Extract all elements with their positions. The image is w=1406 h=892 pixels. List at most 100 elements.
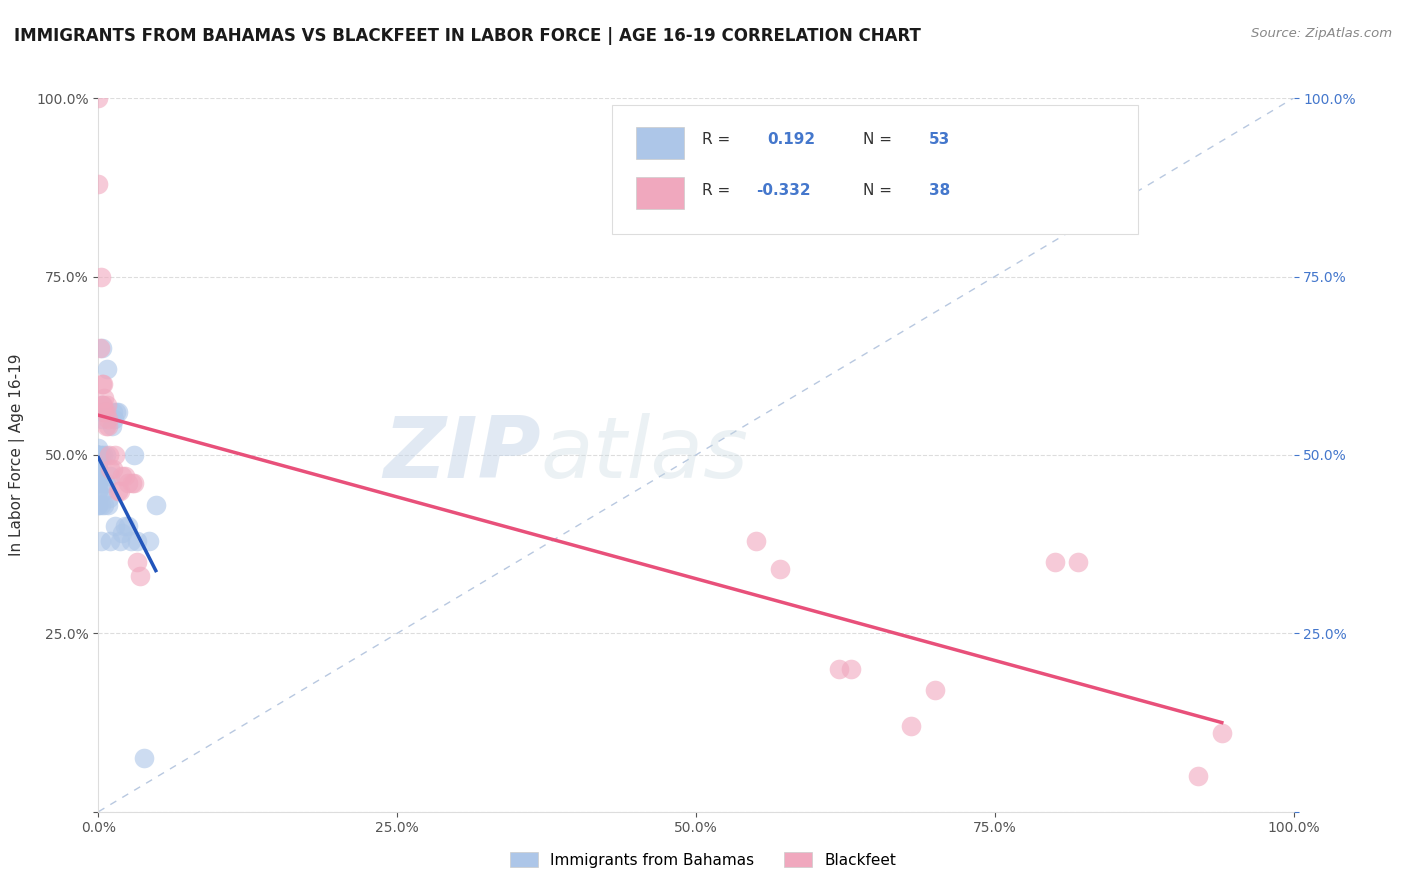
Point	[94, 448, 117, 462]
Point	[90, 448, 112, 462]
Point	[924, 683, 946, 698]
Point	[117, 476, 139, 491]
FancyBboxPatch shape	[637, 127, 685, 159]
Point	[87, 483, 110, 498]
Point	[90, 533, 112, 548]
Point	[87, 469, 110, 483]
Point	[98, 533, 122, 548]
Point	[87, 498, 110, 512]
Y-axis label: In Labor Force | Age 16-19: In Labor Force | Age 16-19	[8, 353, 25, 557]
Point	[1043, 555, 1066, 569]
Text: 38: 38	[929, 184, 950, 198]
Point	[87, 498, 110, 512]
Point	[98, 491, 121, 505]
Point	[828, 662, 851, 676]
Text: Source: ZipAtlas.com: Source: ZipAtlas.com	[1251, 27, 1392, 40]
Point	[107, 483, 129, 498]
Text: N =: N =	[863, 132, 897, 147]
Point	[87, 469, 110, 483]
Point	[87, 469, 110, 483]
Point	[132, 751, 155, 765]
Point	[94, 476, 117, 491]
Point	[98, 469, 122, 483]
Point	[111, 526, 134, 541]
Point	[87, 483, 110, 498]
Point	[1187, 769, 1209, 783]
Point	[97, 498, 120, 512]
Point	[93, 483, 115, 498]
Point	[1211, 726, 1233, 740]
Point	[101, 405, 124, 419]
Point	[900, 719, 922, 733]
Point	[101, 462, 124, 476]
Point	[87, 455, 110, 469]
Point	[87, 448, 110, 462]
Point	[87, 448, 110, 462]
Point	[111, 469, 134, 483]
Text: R =: R =	[702, 132, 735, 147]
Point	[91, 448, 114, 462]
Point	[87, 476, 110, 491]
FancyBboxPatch shape	[613, 105, 1139, 234]
Point	[87, 177, 110, 191]
Point	[90, 269, 112, 284]
Point	[91, 405, 114, 419]
Point	[94, 405, 117, 419]
Point	[117, 519, 139, 533]
Text: atlas: atlas	[540, 413, 748, 497]
Point	[87, 441, 110, 455]
Point	[114, 519, 136, 533]
Point	[841, 662, 863, 676]
Point	[91, 398, 114, 412]
Point	[129, 569, 152, 583]
Point	[121, 476, 143, 491]
Point	[125, 533, 148, 548]
Point	[96, 398, 118, 412]
Point	[107, 405, 129, 419]
Legend: Immigrants from Bahamas, Blackfeet: Immigrants from Bahamas, Blackfeet	[502, 844, 904, 875]
Point	[98, 448, 121, 462]
Point	[89, 341, 111, 355]
Point	[87, 476, 110, 491]
Point	[87, 448, 110, 462]
Point	[108, 483, 131, 498]
Point	[91, 398, 114, 412]
Point	[97, 412, 120, 426]
Point	[90, 498, 112, 512]
Point	[104, 519, 127, 533]
Point	[87, 448, 110, 462]
Point	[96, 362, 118, 376]
Point	[745, 533, 768, 548]
Point	[138, 533, 160, 548]
Point	[124, 448, 146, 462]
Point	[87, 462, 110, 476]
Point	[93, 391, 115, 405]
Point	[104, 448, 127, 462]
Point	[87, 91, 110, 105]
Point	[93, 405, 115, 419]
Point	[98, 462, 122, 476]
Point	[100, 419, 122, 434]
Point	[91, 412, 114, 426]
Point	[87, 448, 110, 462]
Point	[103, 412, 125, 426]
Point	[97, 419, 120, 434]
Point	[125, 555, 148, 569]
Text: N =: N =	[863, 184, 897, 198]
Point	[91, 398, 114, 412]
Point	[124, 476, 146, 491]
Point	[87, 455, 110, 469]
Point	[91, 341, 114, 355]
Point	[114, 469, 136, 483]
Point	[145, 498, 167, 512]
Text: IMMIGRANTS FROM BAHAMAS VS BLACKFEET IN LABOR FORCE | AGE 16-19 CORRELATION CHAR: IMMIGRANTS FROM BAHAMAS VS BLACKFEET IN …	[14, 27, 921, 45]
Text: R =: R =	[702, 184, 735, 198]
Point	[91, 376, 114, 391]
Point	[120, 533, 142, 548]
Text: 0.192: 0.192	[768, 132, 815, 147]
Point	[87, 462, 110, 476]
Text: ZIP: ZIP	[382, 413, 540, 497]
Point	[91, 376, 114, 391]
Point	[94, 419, 117, 434]
Point	[108, 533, 131, 548]
